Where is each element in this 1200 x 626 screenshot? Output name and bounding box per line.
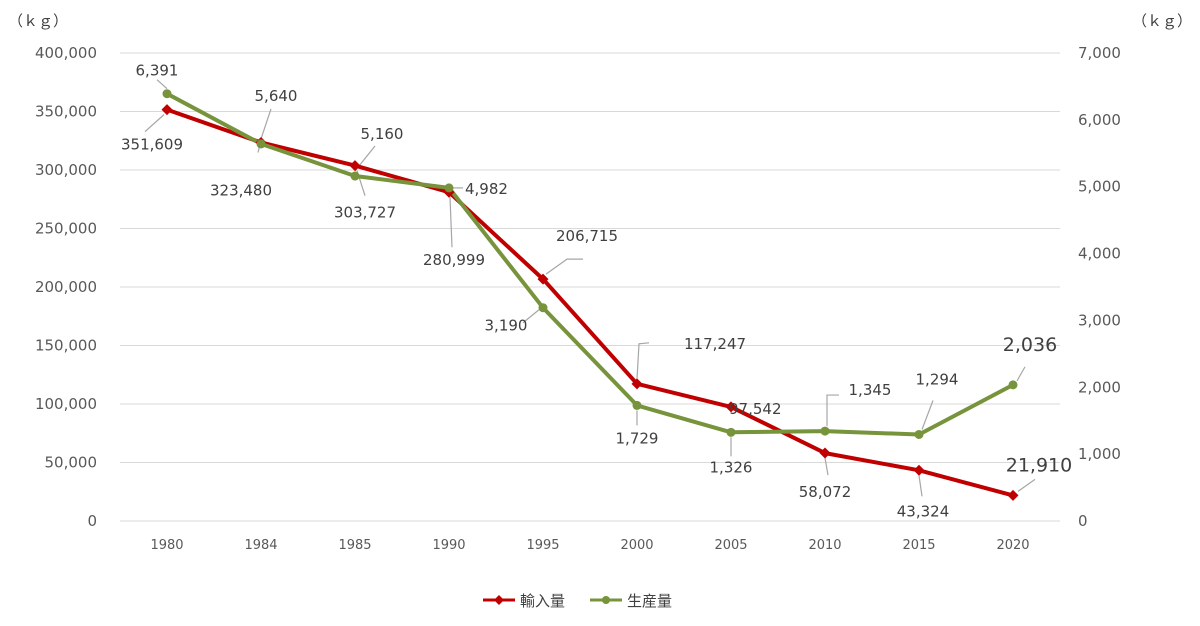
- x-tick-label: 1995: [526, 538, 559, 553]
- left-tick-label: 400,000: [35, 44, 97, 62]
- left-axis-unit: （ｋｇ）: [8, 12, 68, 30]
- data-label: 280,999: [423, 251, 485, 269]
- x-tick-label: 2020: [996, 538, 1029, 553]
- gridlines: [120, 52, 1060, 522]
- data-point: [537, 273, 549, 285]
- label-leader: [918, 475, 923, 497]
- data-point: [725, 401, 737, 413]
- left-tick-label: 250,000: [35, 220, 97, 238]
- x-tick-label: 2015: [902, 538, 935, 553]
- data-label: 2,036: [1003, 334, 1057, 356]
- data-label: 323,480: [210, 182, 272, 200]
- data-point: [161, 104, 173, 116]
- label-leader: [144, 114, 165, 133]
- legend-label-import: 輸入量: [520, 592, 565, 610]
- label-leader: [260, 108, 272, 140]
- left-tick-label: 150,000: [35, 337, 97, 355]
- data-labels: 351,609 323,480 303,727 280,999 206,715 117,2…: [121, 62, 1072, 521]
- x-axis-ticks: 1980 1984 1985 1990 1995 2000 2005 2010 2015 2020: [150, 538, 1029, 553]
- data-label: 303,727: [334, 204, 396, 222]
- label-leader: [449, 197, 453, 248]
- data-label: 117,247: [684, 335, 746, 353]
- data-label: 1,729: [616, 429, 659, 447]
- data-label: 97,542: [729, 400, 782, 418]
- right-tick-label: 2,000: [1078, 378, 1121, 396]
- x-tick-label: 1985: [338, 538, 371, 553]
- series-layer: [161, 89, 1019, 501]
- x-tick-label: 1990: [432, 538, 465, 553]
- data-point: [913, 464, 925, 476]
- data-point: [538, 303, 548, 313]
- label-leader: [824, 457, 829, 476]
- data-point: [1008, 380, 1018, 390]
- right-tick-label: 3,000: [1078, 311, 1121, 329]
- right-tick-label: 4,000: [1078, 245, 1121, 263]
- data-label: 5,160: [361, 125, 404, 143]
- right-tick-label: 7,000: [1078, 44, 1121, 62]
- left-tick-label: 50,000: [45, 454, 98, 472]
- data-point: [350, 171, 360, 181]
- legend-item-import: 輸入量: [483, 592, 565, 610]
- data-label: 58,072: [799, 483, 852, 501]
- left-axis-ticks: 400,000 350,000 300,000 250,000 200,000 150,0…: [35, 44, 97, 530]
- data-label: 1,345: [849, 381, 892, 399]
- label-leader: [545, 258, 583, 275]
- label-leader: [1016, 366, 1026, 382]
- data-label: 6,391: [136, 62, 179, 80]
- right-axis-ticks: 7,000 6,000 5,000 4,000 3,000 2,000 1,000 0: [1078, 44, 1121, 530]
- data-label: 1,326: [710, 458, 753, 476]
- data-point: [162, 89, 172, 99]
- x-tick-label: 1984: [244, 538, 277, 553]
- data-point: [631, 378, 643, 390]
- label-leader: [156, 79, 168, 90]
- legend: 輸入量 生産量: [483, 592, 672, 610]
- data-point: [256, 139, 266, 149]
- x-tick-label: 2005: [714, 538, 747, 553]
- data-label: 3,190: [485, 317, 528, 335]
- left-tick-label: 350,000: [35, 103, 97, 121]
- label-leader: [826, 394, 839, 427]
- label-leader: [921, 400, 934, 430]
- right-tick-label: 5,000: [1078, 178, 1121, 196]
- data-label: 5,640: [255, 87, 298, 105]
- data-point: [349, 160, 361, 172]
- x-tick-label: 1980: [150, 538, 183, 553]
- data-point: [914, 429, 924, 439]
- data-point: [820, 426, 830, 436]
- data-label: 21,910: [1006, 454, 1072, 476]
- label-leader: [636, 342, 650, 379]
- data-label: 43,324: [897, 502, 950, 520]
- label-leader: [1017, 478, 1036, 492]
- left-tick-label: 100,000: [35, 395, 97, 413]
- series-line: [166, 107, 1014, 498]
- right-tick-label: 0: [1078, 512, 1088, 530]
- legend-item-production: 生産量: [590, 592, 672, 610]
- left-tick-label: 0: [87, 512, 97, 530]
- data-label: 1,294: [916, 370, 959, 388]
- data-point: [726, 427, 736, 437]
- left-tick-label: 300,000: [35, 161, 97, 179]
- left-tick-label: 200,000: [35, 278, 97, 296]
- right-axis-unit: （ｋｇ）: [1132, 12, 1192, 30]
- data-label-leaders: [144, 79, 1036, 497]
- x-tick-label: 2000: [620, 538, 653, 553]
- data-point: [1007, 489, 1019, 501]
- right-tick-label: 6,000: [1078, 111, 1121, 129]
- data-point: [819, 447, 831, 459]
- label-leader: [522, 309, 540, 324]
- x-tick-label: 2010: [808, 538, 841, 553]
- data-point: [632, 400, 642, 410]
- data-label: 351,609: [121, 136, 183, 154]
- data-label: 206,715: [556, 227, 618, 245]
- data-label: 4,982: [465, 180, 508, 198]
- data-point: [444, 183, 454, 193]
- series-line: [166, 91, 1014, 437]
- right-tick-label: 1,000: [1078, 445, 1121, 463]
- legend-label-production: 生産量: [627, 592, 672, 610]
